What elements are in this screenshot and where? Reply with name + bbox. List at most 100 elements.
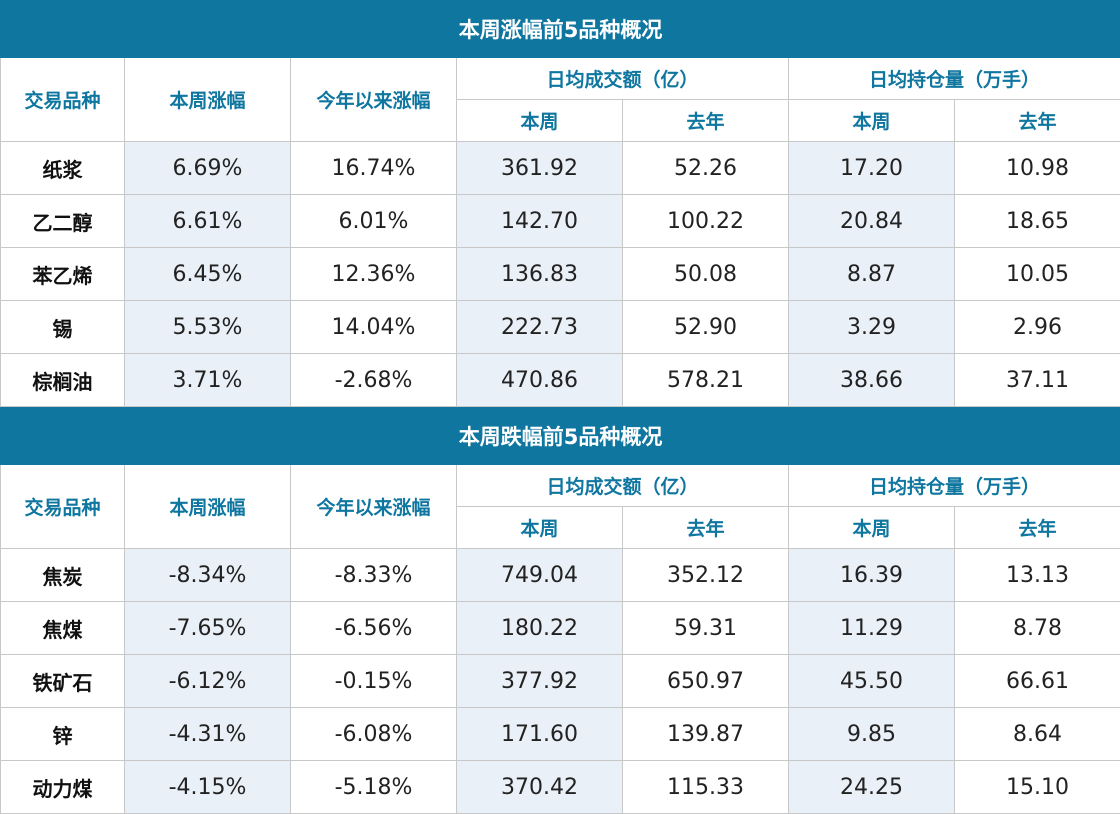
oi-last-year-value: 8.78 bbox=[955, 602, 1120, 655]
turnover-this-week-value: 136.83 bbox=[457, 248, 623, 301]
oi-this-week-value: 8.87 bbox=[789, 248, 955, 301]
turnover-last-year-value: 100.22 bbox=[623, 195, 789, 248]
variety-name: 棕榈油 bbox=[1, 354, 125, 407]
ytd-change-value: 16.74% bbox=[291, 142, 457, 195]
turnover-this-week-value: 180.22 bbox=[457, 602, 623, 655]
variety-name: 动力煤 bbox=[1, 761, 125, 814]
variety-name: 锌 bbox=[1, 708, 125, 761]
header-week-change: 本周涨幅 bbox=[125, 58, 291, 142]
oi-this-week-value: 45.50 bbox=[789, 655, 955, 708]
header-oi-this-week: 本周 bbox=[789, 100, 955, 142]
header-oi-last-year: 去年 bbox=[955, 100, 1120, 142]
variety-name: 苯乙烯 bbox=[1, 248, 125, 301]
turnover-this-week-value: 370.42 bbox=[457, 761, 623, 814]
header-turnover-last-year: 去年 bbox=[623, 100, 789, 142]
week-change-value: -8.34% bbox=[125, 549, 291, 602]
ytd-change-value: -2.68% bbox=[291, 354, 457, 407]
variety-name: 焦煤 bbox=[1, 602, 125, 655]
ytd-change-value: -6.56% bbox=[291, 602, 457, 655]
gainers-table: 本周涨幅前5品种概况 交易品种 本周涨幅 今年以来涨幅 日均成交额（亿） 日均持… bbox=[0, 0, 1120, 407]
oi-last-year-value: 13.13 bbox=[955, 549, 1120, 602]
week-change-value: 6.45% bbox=[125, 248, 291, 301]
header-week-change: 本周涨幅 bbox=[125, 465, 291, 549]
header-variety: 交易品种 bbox=[1, 58, 125, 142]
turnover-this-week-value: 470.86 bbox=[457, 354, 623, 407]
ytd-change-value: -6.08% bbox=[291, 708, 457, 761]
header-turnover-this-week: 本周 bbox=[457, 507, 623, 549]
header-turnover-this-week: 本周 bbox=[457, 100, 623, 142]
header-oi-this-week: 本周 bbox=[789, 507, 955, 549]
oi-last-year-value: 18.65 bbox=[955, 195, 1120, 248]
oi-last-year-value: 37.11 bbox=[955, 354, 1120, 407]
turnover-last-year-value: 52.26 bbox=[623, 142, 789, 195]
oi-this-week-value: 17.20 bbox=[789, 142, 955, 195]
variety-name: 铁矿石 bbox=[1, 655, 125, 708]
oi-this-week-value: 3.29 bbox=[789, 301, 955, 354]
turnover-this-week-value: 142.70 bbox=[457, 195, 623, 248]
header-avg-open-interest: 日均持仓量（万手） bbox=[789, 465, 1120, 507]
oi-this-week-value: 24.25 bbox=[789, 761, 955, 814]
week-change-value: -7.65% bbox=[125, 602, 291, 655]
variety-name: 焦炭 bbox=[1, 549, 125, 602]
losers-table: 本周跌幅前5品种概况 交易品种 本周涨幅 今年以来涨幅 日均成交额（亿） 日均持… bbox=[0, 407, 1120, 814]
oi-this-week-value: 9.85 bbox=[789, 708, 955, 761]
header-ytd-change: 今年以来涨幅 bbox=[291, 465, 457, 549]
ytd-change-value: 12.36% bbox=[291, 248, 457, 301]
oi-last-year-value: 8.64 bbox=[955, 708, 1120, 761]
header-turnover-last-year: 去年 bbox=[623, 507, 789, 549]
turnover-last-year-value: 115.33 bbox=[623, 761, 789, 814]
oi-this-week-value: 38.66 bbox=[789, 354, 955, 407]
oi-last-year-value: 10.05 bbox=[955, 248, 1120, 301]
header-variety: 交易品种 bbox=[1, 465, 125, 549]
turnover-this-week-value: 749.04 bbox=[457, 549, 623, 602]
header-avg-turnover: 日均成交额（亿） bbox=[457, 465, 789, 507]
turnover-this-week-value: 171.60 bbox=[457, 708, 623, 761]
turnover-last-year-value: 352.12 bbox=[623, 549, 789, 602]
ytd-change-value: -8.33% bbox=[291, 549, 457, 602]
week-change-value: -4.31% bbox=[125, 708, 291, 761]
header-avg-open-interest: 日均持仓量（万手） bbox=[789, 58, 1120, 100]
week-change-value: 6.69% bbox=[125, 142, 291, 195]
oi-last-year-value: 2.96 bbox=[955, 301, 1120, 354]
turnover-this-week-value: 222.73 bbox=[457, 301, 623, 354]
ytd-change-value: 14.04% bbox=[291, 301, 457, 354]
variety-name: 锡 bbox=[1, 301, 125, 354]
ytd-change-value: -0.15% bbox=[291, 655, 457, 708]
header-ytd-change: 今年以来涨幅 bbox=[291, 58, 457, 142]
header-oi-last-year: 去年 bbox=[955, 507, 1120, 549]
oi-this-week-value: 16.39 bbox=[789, 549, 955, 602]
turnover-last-year-value: 50.08 bbox=[623, 248, 789, 301]
week-change-value: -6.12% bbox=[125, 655, 291, 708]
variety-name: 乙二醇 bbox=[1, 195, 125, 248]
week-change-value: -4.15% bbox=[125, 761, 291, 814]
turnover-last-year-value: 578.21 bbox=[623, 354, 789, 407]
oi-last-year-value: 15.10 bbox=[955, 761, 1120, 814]
header-avg-turnover: 日均成交额（亿） bbox=[457, 58, 789, 100]
turnover-this-week-value: 377.92 bbox=[457, 655, 623, 708]
week-change-value: 3.71% bbox=[125, 354, 291, 407]
ytd-change-value: -5.18% bbox=[291, 761, 457, 814]
oi-last-year-value: 66.61 bbox=[955, 655, 1120, 708]
week-change-value: 5.53% bbox=[125, 301, 291, 354]
variety-name: 纸浆 bbox=[1, 142, 125, 195]
losers-title: 本周跌幅前5品种概况 bbox=[1, 408, 1120, 465]
week-change-value: 6.61% bbox=[125, 195, 291, 248]
turnover-last-year-value: 139.87 bbox=[623, 708, 789, 761]
turnover-last-year-value: 59.31 bbox=[623, 602, 789, 655]
turnover-last-year-value: 650.97 bbox=[623, 655, 789, 708]
gainers-title: 本周涨幅前5品种概况 bbox=[1, 1, 1120, 58]
ytd-change-value: 6.01% bbox=[291, 195, 457, 248]
oi-last-year-value: 10.98 bbox=[955, 142, 1120, 195]
oi-this-week-value: 20.84 bbox=[789, 195, 955, 248]
